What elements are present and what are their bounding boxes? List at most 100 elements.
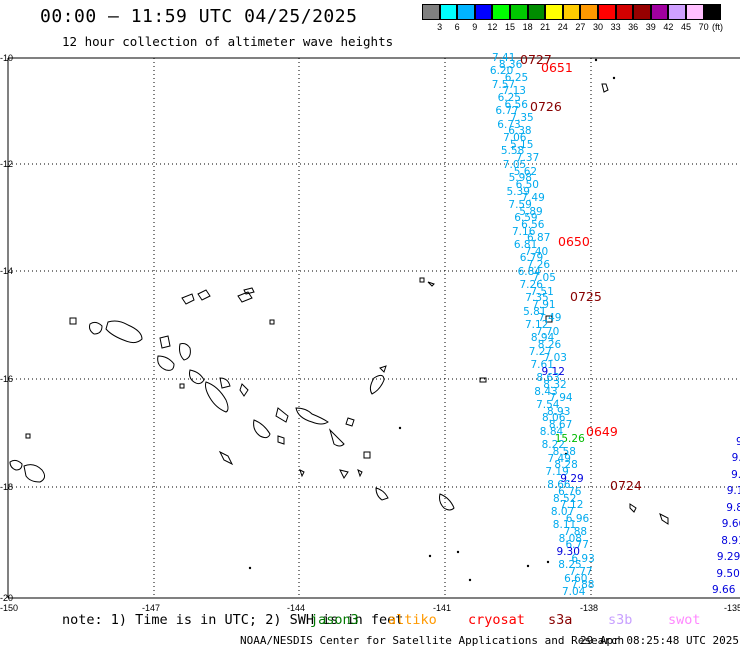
wave-height-value: 7.88: [563, 525, 588, 538]
wave-height-value: 7.05: [502, 158, 527, 171]
wave-height-value: 15.26: [554, 432, 585, 445]
wave-height-value: 5.89: [519, 205, 543, 218]
wave-height-value: 8.26: [537, 339, 562, 351]
legend-swatch: [650, 4, 669, 20]
wave-height-value: 5.15: [510, 138, 534, 151]
wave-height-value: 9.2: [731, 468, 740, 481]
wave-height-value: 6.87: [527, 232, 551, 245]
wave-height-value: 7.94: [549, 392, 573, 405]
wave-height-value: 6.20: [489, 65, 514, 78]
wave-height-value: 6.84: [517, 265, 541, 278]
wave-height-value: 8.93: [547, 405, 571, 418]
wave-height-value: 8.52: [553, 492, 577, 505]
wave-height-value: 8.91: [721, 534, 740, 547]
wave-height-value: 9: [736, 436, 740, 448]
wave-height-value: 8.67: [548, 419, 573, 432]
pass-time-label: 0725: [570, 289, 602, 304]
wave-height-value: 7.12: [525, 319, 549, 331]
wave-height-value: 8.22: [541, 439, 565, 452]
wave-height-value: 9.66: [712, 584, 736, 596]
wave-height-value: 7.91: [532, 299, 556, 311]
wave-height-value: 8.32: [543, 379, 567, 392]
satellite-key-cryosat: cryosat: [468, 612, 525, 628]
wave-height-value: 7.49: [538, 312, 562, 325]
lat-label: -10: [0, 53, 13, 63]
legend-swatch: [615, 4, 634, 20]
island-outlines: [9, 83, 669, 525]
legend-swatch: [598, 4, 616, 20]
wave-height-value: 7.37: [515, 152, 540, 165]
credit-text: NOAA/NESDIS Center for Satellite Applica…: [240, 634, 625, 647]
atoll-dots: [248, 58, 616, 582]
wave-height-value: 7.16: [512, 225, 536, 238]
wave-height-value: 6.60: [564, 572, 588, 585]
lon-label: -135: [724, 603, 740, 613]
wave-height-value: 9.66: [721, 518, 740, 531]
wave-height-value: 7.26: [519, 278, 543, 291]
page-title: 00:00 — 11:59 UTC 04/25/2025: [40, 6, 358, 27]
wave-height-value: 8.94: [530, 332, 555, 345]
legend-swatch: [492, 4, 510, 20]
wave-height-value: 7.77: [569, 566, 593, 578]
legend-swatch: [686, 4, 704, 20]
wave-height-value: 6.73: [497, 118, 521, 131]
wave-height-value: 7.05: [532, 272, 556, 285]
footer-note: note: 1) Time is in UTC; 2) SWH is in fe…: [62, 612, 403, 628]
wave-height-value: 7.88: [571, 579, 595, 592]
legend-unit: (ft): [712, 22, 723, 32]
lon-label: -144: [287, 603, 305, 613]
satellite-key-swot: swot: [668, 612, 701, 628]
wave-height-value: 7.59: [508, 198, 532, 211]
legend-tick-label: 9: [472, 22, 478, 32]
lat-label: -14: [0, 266, 13, 276]
wave-height-value: 7.13: [502, 85, 526, 98]
wave-height-value: 9.50: [716, 567, 740, 580]
legend-tick-label: 33: [610, 22, 621, 32]
legend-tick-label: 39: [645, 22, 656, 32]
satellite-key-altiko: altiko: [388, 612, 437, 628]
legend-tick-label: 36: [628, 22, 639, 32]
wave-height-value: 7.54: [536, 399, 560, 412]
legend-swatch: [457, 4, 475, 20]
lon-label: -150: [0, 603, 18, 613]
wave-height-value: 9.30: [556, 546, 580, 558]
wave-height-value: 6.50: [515, 178, 539, 191]
wave-height-value: 6.79: [519, 252, 544, 265]
wave-height-value: 6.56: [504, 98, 528, 111]
wave-height-value: 8.63: [536, 372, 560, 385]
pass-time-label: 0724: [610, 478, 642, 493]
wave-height-value: 8.36: [498, 58, 523, 71]
wave-height-value: 7.40: [524, 245, 549, 258]
legend-swatch: [474, 4, 493, 20]
legend-tick-label: 12: [487, 22, 498, 32]
legend-swatch: [562, 4, 581, 20]
graticule: [8, 58, 740, 598]
wave-height-value: 6.81: [513, 238, 538, 251]
legend-tick-label: 15: [504, 22, 515, 32]
lon-label: -138: [580, 603, 598, 613]
legend-swatch: [439, 4, 458, 20]
wave-height-value: 9.12: [541, 365, 565, 378]
wave-height-value: 7.70: [535, 325, 560, 338]
wave-height-value: 8.25: [558, 559, 582, 572]
lat-label: -12: [0, 159, 13, 169]
lat-label: -18: [0, 482, 13, 492]
legend-tick-label: 6: [454, 22, 460, 32]
wave-height-value: 9.29: [560, 472, 584, 485]
legend-tick-label: 42: [663, 22, 674, 32]
wave-height-value: 7.03: [543, 352, 567, 365]
satellite-key-jason3: jason3: [310, 612, 359, 628]
legend-swatch: [545, 4, 563, 20]
wave-height-value: 6.77: [495, 105, 519, 118]
wave-height-value: 8.11: [552, 519, 577, 532]
wave-height-value: 7.61: [530, 359, 554, 372]
wave-height-value: 8.08: [558, 532, 582, 545]
lat-label: -20: [0, 593, 13, 603]
lon-label: -141: [433, 603, 451, 613]
wave-height-value: 7.12: [560, 499, 584, 512]
pass-time-label: 0649: [586, 424, 618, 439]
legend-swatch: [633, 4, 651, 20]
legend-tick-label: 30: [592, 22, 603, 32]
